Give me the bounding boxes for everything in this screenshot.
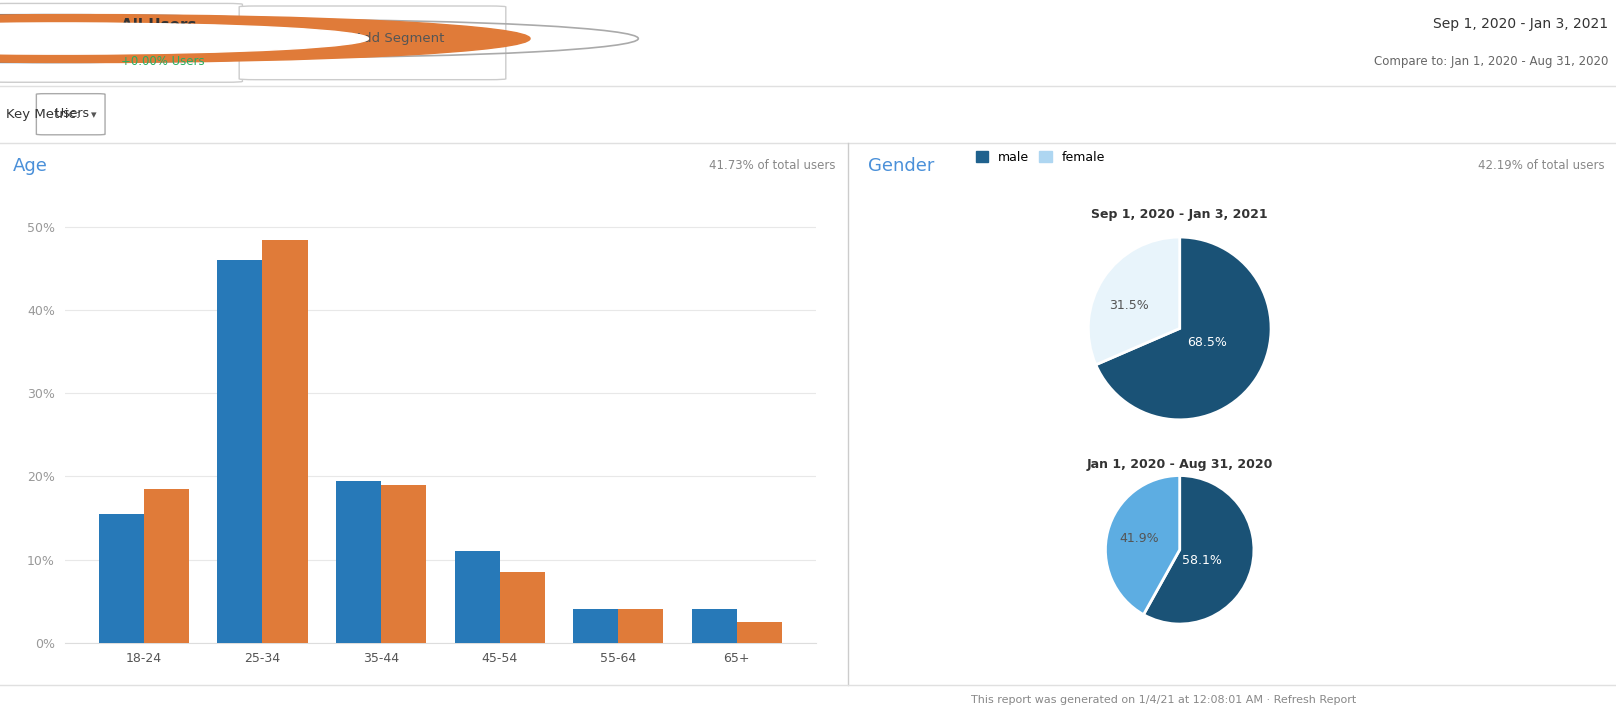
Text: All Users: All Users bbox=[121, 18, 197, 34]
Bar bbox=[574, 609, 619, 643]
Bar bbox=[262, 240, 307, 643]
Text: Sep 1, 2020 - Jan 3, 2021: Sep 1, 2020 - Jan 3, 2021 bbox=[1433, 17, 1608, 31]
Text: Gender: Gender bbox=[868, 156, 934, 175]
Bar bbox=[499, 572, 545, 643]
Wedge shape bbox=[1144, 476, 1254, 624]
Circle shape bbox=[0, 14, 498, 63]
Wedge shape bbox=[1105, 476, 1180, 615]
FancyBboxPatch shape bbox=[239, 6, 506, 80]
Bar bbox=[381, 485, 427, 643]
Circle shape bbox=[0, 14, 530, 63]
Circle shape bbox=[0, 23, 368, 54]
Text: 41.9%: 41.9% bbox=[1118, 532, 1159, 545]
Bar bbox=[737, 622, 782, 643]
Text: 42.19% of total users: 42.19% of total users bbox=[1479, 159, 1605, 172]
Bar bbox=[336, 481, 381, 643]
Text: +0.00% Users: +0.00% Users bbox=[121, 55, 205, 69]
Wedge shape bbox=[1096, 237, 1272, 420]
Text: This report was generated on 1/4/21 at 12:08:01 AM · Refresh Report: This report was generated on 1/4/21 at 1… bbox=[971, 695, 1356, 705]
Bar bbox=[619, 609, 663, 643]
Text: ▾: ▾ bbox=[90, 111, 95, 121]
Text: Sep 1, 2020 - Jan 3, 2021: Sep 1, 2020 - Jan 3, 2021 bbox=[1091, 208, 1269, 221]
Bar bbox=[144, 489, 189, 643]
Text: Jan 1, 2020 - Aug 31, 2020: Jan 1, 2020 - Aug 31, 2020 bbox=[1086, 458, 1273, 471]
Text: Users: Users bbox=[55, 106, 90, 120]
FancyBboxPatch shape bbox=[0, 4, 242, 82]
Text: 31.5%: 31.5% bbox=[1110, 299, 1149, 312]
Bar bbox=[99, 514, 144, 643]
Legend: male, female: male, female bbox=[976, 151, 1105, 164]
Wedge shape bbox=[1088, 237, 1180, 365]
Text: Key Metric:: Key Metric: bbox=[6, 108, 81, 121]
Circle shape bbox=[0, 23, 336, 54]
Bar bbox=[454, 551, 499, 643]
Text: + Add Segment: + Add Segment bbox=[339, 32, 444, 45]
Bar bbox=[692, 609, 737, 643]
Text: Age: Age bbox=[13, 156, 47, 175]
Text: 68.5%: 68.5% bbox=[1188, 336, 1227, 348]
FancyBboxPatch shape bbox=[36, 94, 105, 135]
Text: 58.1%: 58.1% bbox=[1181, 554, 1222, 568]
Bar bbox=[218, 261, 262, 643]
Text: Compare to: Jan 1, 2020 - Aug 31, 2020: Compare to: Jan 1, 2020 - Aug 31, 2020 bbox=[1374, 55, 1608, 69]
Text: 41.73% of total users: 41.73% of total users bbox=[709, 159, 835, 172]
